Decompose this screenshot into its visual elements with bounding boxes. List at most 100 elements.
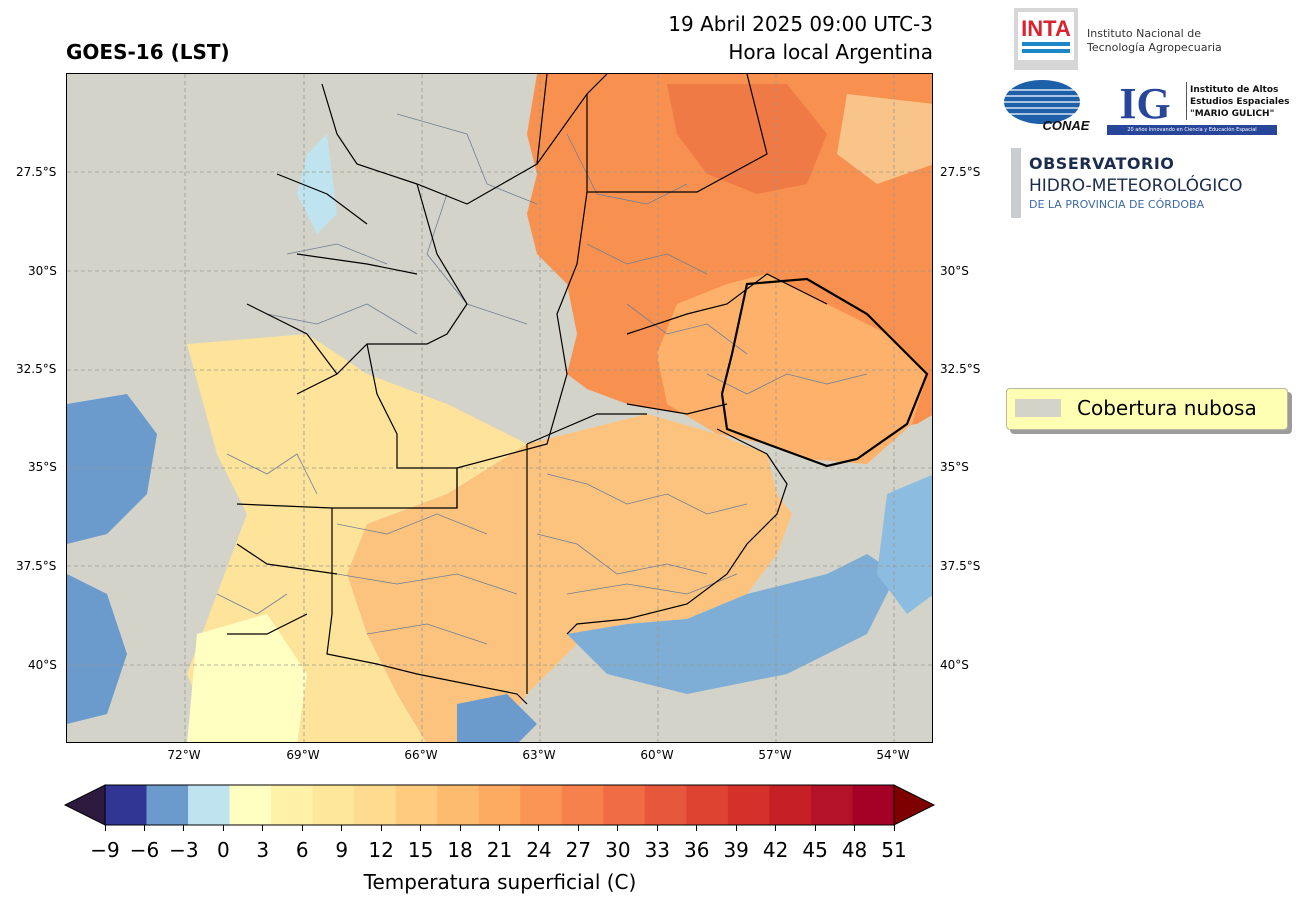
- coordinate-grid: [67, 74, 932, 742]
- colorbar-tick-mark: [143, 825, 145, 831]
- latitude-label-left: 35°S: [28, 460, 57, 474]
- colorbar-tick-labels: −9 −6 −3 0 3 6 9 12 15 18 21 24 27 30 33 36 39 42 45 48 51: [0, 825, 1000, 868]
- latitude-label-right: 32.5°S: [940, 362, 981, 376]
- colorbar-segment: [188, 785, 231, 825]
- ig-divider: [1186, 82, 1187, 120]
- latitude-label-left: 37.5°S: [16, 559, 57, 573]
- ig-logo: IG: [1105, 78, 1187, 124]
- cold-zone-west: [67, 394, 157, 544]
- longitude-label: 57°W: [758, 748, 792, 762]
- colorbar-tick-mark: [696, 825, 698, 831]
- longitude-label: 72°W: [167, 748, 201, 762]
- temperature-colorbar: [63, 784, 936, 826]
- observatorio-bar: [1011, 148, 1021, 218]
- colorbar-segment: [312, 785, 355, 825]
- province-boundaries: [227, 74, 828, 705]
- colorbar-segments: [105, 785, 895, 825]
- colorbar-segment: [644, 785, 687, 825]
- colorbar-tick-mark: [735, 825, 737, 831]
- observatorio-subtitle: HIDRO-METEOROLÓGICO: [1029, 176, 1243, 196]
- uruguay-border: [720, 277, 929, 468]
- datetime-label: 19 Abril 2025 09:00 UTC-3: [668, 12, 933, 36]
- latitude-label-left: 27.5°S: [16, 165, 57, 179]
- colorbar-tick-mark: [577, 825, 579, 831]
- hot-zone-northeast: [667, 84, 827, 194]
- colorbar-tick-mark: [104, 825, 106, 831]
- mild-zone-northeast: [837, 94, 932, 184]
- cold-zone-southwest: [67, 574, 127, 724]
- longitude-label: 54°W: [876, 748, 910, 762]
- latitude-label-right: 37.5°S: [940, 559, 981, 573]
- cool-zone-north-andes: [297, 134, 337, 234]
- ig-name-line: Estudios Espaciales: [1190, 97, 1290, 107]
- colorbar-tick-mark: [459, 825, 461, 831]
- department-boundaries: [216, 113, 868, 645]
- observatorio-title: OBSERVATORIO: [1029, 154, 1175, 173]
- colorbar-tick-mark: [814, 825, 816, 831]
- colorbar-tick-mark: [380, 825, 382, 831]
- colorbar-tick-mark: [775, 825, 777, 831]
- conae-logo: CONAE: [1004, 80, 1090, 133]
- colorbar-segment: [603, 785, 646, 825]
- latitude-label-left: 30°S: [28, 264, 57, 278]
- colorbar-tick-label: 15: [407, 838, 434, 862]
- ig-mark-text: IG: [1119, 79, 1170, 124]
- colorbar-tick-label: −3: [169, 838, 199, 862]
- colorbar-tick-mark: [301, 825, 303, 831]
- temperature-map: [66, 73, 933, 743]
- colorbar-segment: [105, 785, 148, 825]
- colorbar-tick-label: 27: [565, 838, 592, 862]
- colorbar-segment: [395, 785, 438, 825]
- latitude-label-right: 35°S: [940, 460, 969, 474]
- colorbar-tick-mark: [854, 825, 856, 831]
- colorbar-segment: [769, 785, 812, 825]
- colorbar-tick-label: 3: [256, 838, 270, 862]
- conae-mark-text: CONAE: [1043, 118, 1090, 133]
- atlantic-coastline: [566, 428, 788, 635]
- colorbar-tick-label: 42: [762, 838, 789, 862]
- colorbar-segment: [727, 785, 770, 825]
- colorbar-segment: [520, 785, 563, 825]
- colorbar-tick-label: −6: [129, 838, 160, 862]
- latitude-label-left: 32.5°S: [16, 362, 57, 376]
- colorbar-tick-mark: [499, 825, 500, 831]
- longitude-label: 63°W: [522, 748, 556, 762]
- map-canvas: [67, 74, 932, 742]
- colorbar-tick-label: 21: [486, 838, 513, 862]
- longitude-label: 60°W: [640, 748, 674, 762]
- colorbar-tick-label: 6: [295, 838, 309, 862]
- colorbar-tick-mark: [538, 825, 540, 831]
- longitude-label: 66°W: [404, 748, 438, 762]
- colorbar-segment: [354, 785, 397, 825]
- legend-label: Cobertura nubosa: [1077, 396, 1257, 420]
- latitude-label-right: 30°S: [940, 264, 969, 278]
- inta-logo: INTA: [1014, 8, 1078, 70]
- colorbar-segment: [478, 785, 521, 825]
- colorbar-segment: [437, 785, 480, 825]
- colorbar-tick-label: −9: [90, 838, 120, 862]
- colorbar-over-arrow: [893, 784, 936, 826]
- colorbar-tick-label: 18: [447, 838, 473, 862]
- cold-zone-ocean-east: [877, 474, 932, 614]
- colorbar-tick-mark: [893, 825, 895, 831]
- colorbar-segment: [810, 785, 853, 825]
- colorbar-tick-label: 12: [368, 838, 394, 862]
- ig-name-line: Instituto de Altos: [1190, 85, 1279, 95]
- colorbar-tick-mark: [420, 825, 422, 831]
- colorbar-tick-mark: [262, 825, 264, 831]
- ig-name-line: "MARIO GULICH": [1190, 109, 1275, 119]
- observatorio-subtitle2: DE LA PROVINCIA DE CÓRDOBA: [1029, 198, 1205, 211]
- colorbar-segment: [686, 785, 729, 825]
- colorbar-tick-label: 45: [802, 838, 828, 862]
- colorbar-tick-label: 9: [335, 838, 349, 862]
- colorbar-tick-label: 39: [723, 838, 749, 862]
- colorbar-under-arrow: [63, 784, 106, 826]
- product-title: GOES-16 (LST): [66, 40, 230, 64]
- cold-zone-south: [457, 694, 537, 742]
- colorbar-tick-mark: [183, 825, 185, 831]
- legend-swatch: [1015, 399, 1061, 417]
- colorbar-title: Temperatura superficial (C): [363, 870, 637, 894]
- inta-name-line: Instituto Nacional de: [1087, 27, 1201, 40]
- inta-name-line: Tecnología Agropecuaria: [1087, 41, 1222, 54]
- ig-name: Instituto de Altos Estudios Espaciales "…: [1190, 84, 1289, 120]
